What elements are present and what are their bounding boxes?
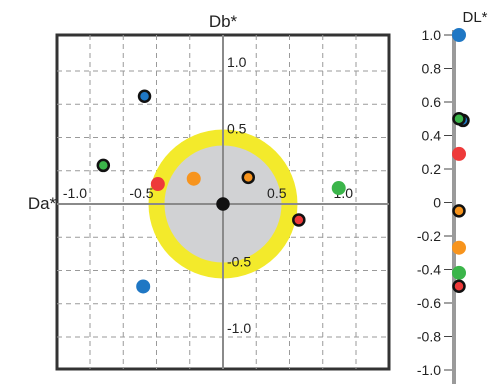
dl-axis-title: DL*: [462, 9, 487, 26]
scatter-point: [96, 158, 111, 173]
tick-labels: -1.0-0.50.51.01.00.5-0.5-1.0: [63, 54, 353, 336]
scatter-point: [150, 177, 165, 192]
y-tick-label: 0.5: [227, 121, 247, 137]
dl-plot: 1.0 0.8 0.6 0.4 0.2 0 -0.2 -0.4 -0.6 -0.8 -1.0 DL*: [417, 9, 488, 384]
dl-point: [452, 204, 466, 218]
scatter-point: [186, 171, 201, 186]
dl-point: [452, 28, 466, 42]
dl-point: [452, 279, 466, 293]
scatter-point: [137, 89, 152, 104]
dl-tick-label: 0: [433, 195, 441, 211]
data-points: [96, 89, 346, 294]
dl-tick-labels: 1.0 0.8 0.6 0.4 0.2 0 -0.2 -0.4 -0.6 -0.8 -1.0: [417, 27, 452, 378]
y-tick-label: -1.0: [227, 320, 251, 336]
dl-tick-label: -0.4: [417, 262, 441, 278]
dl-tick-label: -1.0: [417, 362, 441, 378]
scatter-point: [241, 170, 256, 185]
x-tick-label: 0.5: [267, 185, 287, 201]
scatter-point: [331, 181, 346, 196]
y-tick-label: -0.5: [227, 254, 251, 270]
scatter-point: [292, 213, 306, 227]
dl-tick-label: 0.6: [422, 94, 442, 110]
dl-tick-label: 0.4: [422, 128, 442, 144]
dl-tick-label: -0.6: [417, 295, 441, 311]
dl-point: [452, 265, 466, 280]
scatter-point: [216, 197, 230, 211]
scatter-point: [136, 279, 151, 294]
dadb-plot: -1.0-0.50.51.01.00.5-0.5-1.0 Da* Db*: [28, 12, 391, 371]
dl-point: [452, 112, 466, 126]
x-tick-label: -0.5: [129, 185, 153, 201]
dl-tick-label: 1.0: [422, 27, 442, 43]
dl-tick-label: -0.8: [417, 329, 441, 345]
x-tick-label: -1.0: [63, 185, 87, 201]
dl-data-points: [452, 28, 470, 293]
dl-point: [452, 146, 466, 161]
dl-point: [452, 240, 466, 255]
y-tick-label: 1.0: [227, 54, 247, 70]
x-axis-label: Da*: [28, 194, 57, 213]
y-axis-label: Db*: [209, 12, 238, 31]
dl-tick-label: -0.2: [417, 228, 441, 244]
dl-tick-label: 0.2: [422, 161, 442, 177]
dl-tick-label: 0.8: [422, 61, 442, 77]
